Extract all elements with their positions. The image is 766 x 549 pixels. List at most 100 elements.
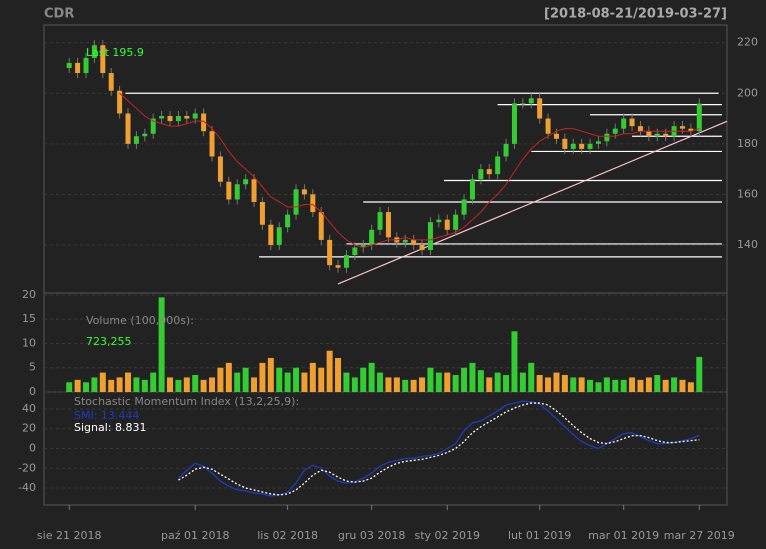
candle-body	[75, 62, 81, 74]
candle-body	[528, 98, 534, 104]
x-tick-label: mar 01 2019	[588, 529, 659, 542]
candle-body	[579, 143, 585, 149]
candle-body	[679, 126, 685, 129]
volume-bar	[267, 358, 274, 392]
chart-subtitle: [2018-08-21/2019-03-27]	[544, 7, 727, 22]
legend-entry: Signal: 8.831	[74, 421, 146, 434]
x-tick-label: sty 02 2019	[414, 529, 480, 542]
volume-bar	[217, 367, 224, 392]
indicator-line	[177, 400, 700, 497]
volume-bar	[402, 379, 409, 392]
sma-line	[119, 92, 700, 249]
x-tick-label: lut 01 2019	[508, 529, 571, 542]
candle-body	[453, 214, 459, 230]
candle-body	[629, 118, 635, 127]
candle-body	[696, 103, 702, 132]
volume-bar	[259, 362, 266, 392]
candle-body	[537, 98, 543, 119]
volume-bar	[545, 377, 552, 392]
candle-body	[276, 227, 282, 245]
y-tick-label: 20	[22, 422, 36, 435]
candle-body	[217, 156, 223, 182]
candle-body	[201, 113, 207, 132]
volume-bar	[511, 331, 518, 392]
volume-bar	[461, 367, 468, 392]
volume-bar	[671, 377, 678, 392]
indicator-line	[178, 402, 700, 496]
candle-body	[133, 136, 139, 144]
volume-bar	[435, 372, 442, 392]
candle-body	[545, 118, 551, 134]
volume-bar	[385, 377, 392, 392]
volume-bar	[410, 379, 417, 392]
candle-body	[125, 113, 131, 144]
volume-bar	[225, 362, 232, 392]
candle-body	[461, 199, 467, 215]
volume-bar	[66, 382, 73, 392]
volume-bar	[301, 372, 308, 392]
y-tick-label: 160	[737, 187, 758, 200]
volume-bar	[209, 377, 216, 392]
y-tick-label: 180	[737, 137, 758, 150]
volume-bar	[477, 370, 484, 392]
y-tick-label: 200	[737, 86, 758, 99]
candle-body	[688, 128, 694, 132]
volume-bar	[578, 377, 585, 392]
candle-body	[192, 113, 198, 119]
candle-body	[427, 222, 433, 251]
candle-body	[587, 143, 593, 149]
volume-bar	[150, 372, 157, 392]
candle-body	[310, 194, 316, 213]
candle-body	[335, 265, 341, 268]
x-tick-label: mar 27 2019	[664, 529, 735, 542]
volume-bar	[192, 375, 199, 392]
candle-body	[234, 184, 240, 200]
candle-body	[646, 131, 652, 137]
candle-body	[637, 126, 643, 132]
volume-bar	[570, 377, 577, 392]
volume-bar	[377, 372, 384, 392]
volume-bar	[503, 375, 510, 392]
volume-bar	[553, 372, 560, 392]
volume-bar	[360, 367, 367, 392]
candle-body	[604, 133, 610, 142]
candle-body	[495, 156, 501, 175]
last-label: Last 195.9	[86, 46, 144, 59]
volume-bar	[158, 297, 165, 392]
volume-bar	[452, 375, 459, 392]
volume-bar	[637, 379, 644, 392]
volume-bar	[335, 358, 342, 392]
volume-bar	[536, 375, 543, 392]
candle-body	[209, 131, 215, 157]
candle-body	[654, 133, 660, 137]
candle-body	[411, 239, 417, 245]
volume-bar	[200, 379, 207, 392]
candle-body	[327, 239, 333, 266]
candle-body	[520, 103, 526, 105]
y-tick-label: 40	[22, 402, 36, 415]
volume-bar	[662, 379, 669, 392]
candle-body	[402, 239, 408, 243]
volume-bar	[326, 350, 333, 392]
volume-bar	[612, 379, 619, 392]
y-tick-label: 140	[737, 238, 758, 251]
y-tick-label: 20	[22, 288, 36, 301]
y-tick-label: 0	[29, 442, 36, 455]
candle-body	[663, 133, 669, 137]
volume-bar	[125, 372, 132, 392]
volume-bar	[167, 377, 174, 392]
candle-body	[184, 116, 190, 119]
legend-entry: SMI: 13.444	[74, 409, 139, 422]
candle-body	[595, 141, 601, 144]
volume-bar	[679, 379, 686, 392]
panel-title: Volume (100,000s):	[86, 314, 194, 327]
candle-body	[175, 116, 181, 122]
y-tick-label: 5	[29, 361, 36, 374]
volume-bar	[603, 377, 610, 392]
volume-bar	[494, 372, 501, 392]
volume-bar	[309, 362, 316, 392]
plot-frame	[43, 24, 728, 506]
volume-bar	[645, 377, 652, 392]
candle-body	[469, 179, 475, 200]
volume-bar	[242, 367, 249, 392]
